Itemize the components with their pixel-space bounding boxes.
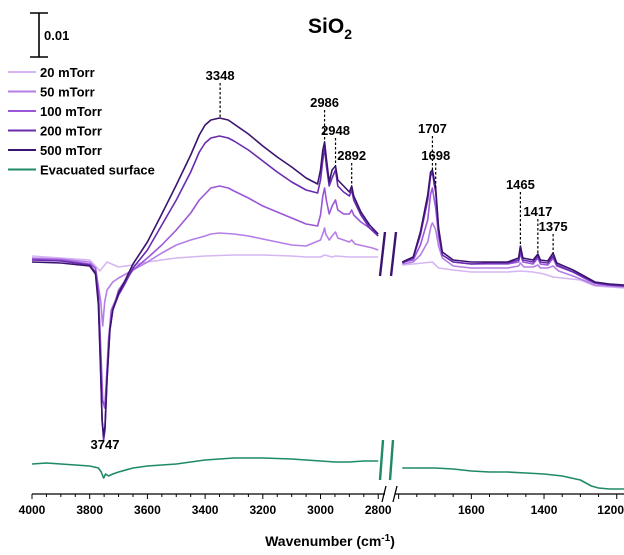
series-line-50-mtorr-left [31,227,379,327]
x-axis-break-mark-2 [392,485,398,503]
x-tick-label-4000: 4000 [19,503,46,517]
break-mark-evacuated-1 [378,439,385,481]
legend-label-500-mtorr: 500 mTorr [40,143,102,158]
peak-label-2892: 2892 [337,148,366,163]
series-line-20-mtorr-left [31,254,379,272]
legend-group: 20 mTorr 50 mTorr 100 mTorr 200 mTorr 500 mT… [8,65,155,178]
peak-label-3348: 3348 [206,68,235,83]
peak-label-2948: 2948 [321,123,350,138]
peak-label-1375: 1375 [539,219,568,234]
legend-label-100-mtorr: 100 mTorr [40,104,102,119]
x-tick-label-3400: 3400 [192,503,219,517]
series-line-200-mtorr-right [401,171,624,287]
break-mark-evacuated-2 [388,439,395,481]
peak-label-2986: 2986 [310,95,339,110]
x-tick-label-3200: 3200 [249,503,276,517]
series-line-evacuated-surface-right [402,467,624,490]
break-mark-spectra-1 [378,231,387,277]
series-line-100-mtorr-left [31,185,379,409]
x-tick-label-1600: 1600 [458,503,485,517]
x-tick-label-1200: 1200 [597,503,624,517]
series-line-50-mtorr-right [402,222,624,288]
scale-bar-group: 0.01 [30,12,69,58]
peak-label-1465: 1465 [506,177,535,192]
legend-label-evacuated-surface: Evacuated surface [40,163,155,178]
legend-label-20-mtorr: 20 mTorr [40,65,95,80]
x-axis-break-mark-1 [381,485,387,503]
x-tick-label-1400: 1400 [531,503,558,517]
legend-label-50-mtorr: 50 mTorr [40,85,95,100]
peak-label-1707: 1707 [418,121,447,136]
series-line-200-mtorr-left [31,135,379,441]
series-line-20-mtorr-right [402,261,624,289]
chart-title: SiO2 [308,15,352,42]
x-tick-label-2800: 2800 [365,503,392,517]
x-tick-label-3600: 3600 [134,503,161,517]
legend-label-200-mtorr: 200 mTorr [40,124,102,139]
x-axis-label: Wavenumber (cm-1) [265,533,395,549]
peak-label-1417: 1417 [523,204,552,219]
x-axis-group: 4000 3800 3600 3400 3200 3000 2800 1600 1400 1200… [19,485,624,549]
series-lines-group [31,117,624,490]
scale-bar-label: 0.01 [44,28,69,43]
x-tick-label-3000: 3000 [307,503,334,517]
peak-label-3747: 3747 [91,437,120,452]
series-line-evacuated-surface-left [31,457,379,479]
chart-title-group: SiO2 [308,15,352,42]
peak-label-1698: 1698 [421,148,450,163]
break-mark-spectra-2 [389,231,398,277]
series-line-500-mtorr-left [31,117,379,437]
series-line-500-mtorr-right [401,169,624,286]
x-tick-label-3800: 3800 [76,503,103,517]
